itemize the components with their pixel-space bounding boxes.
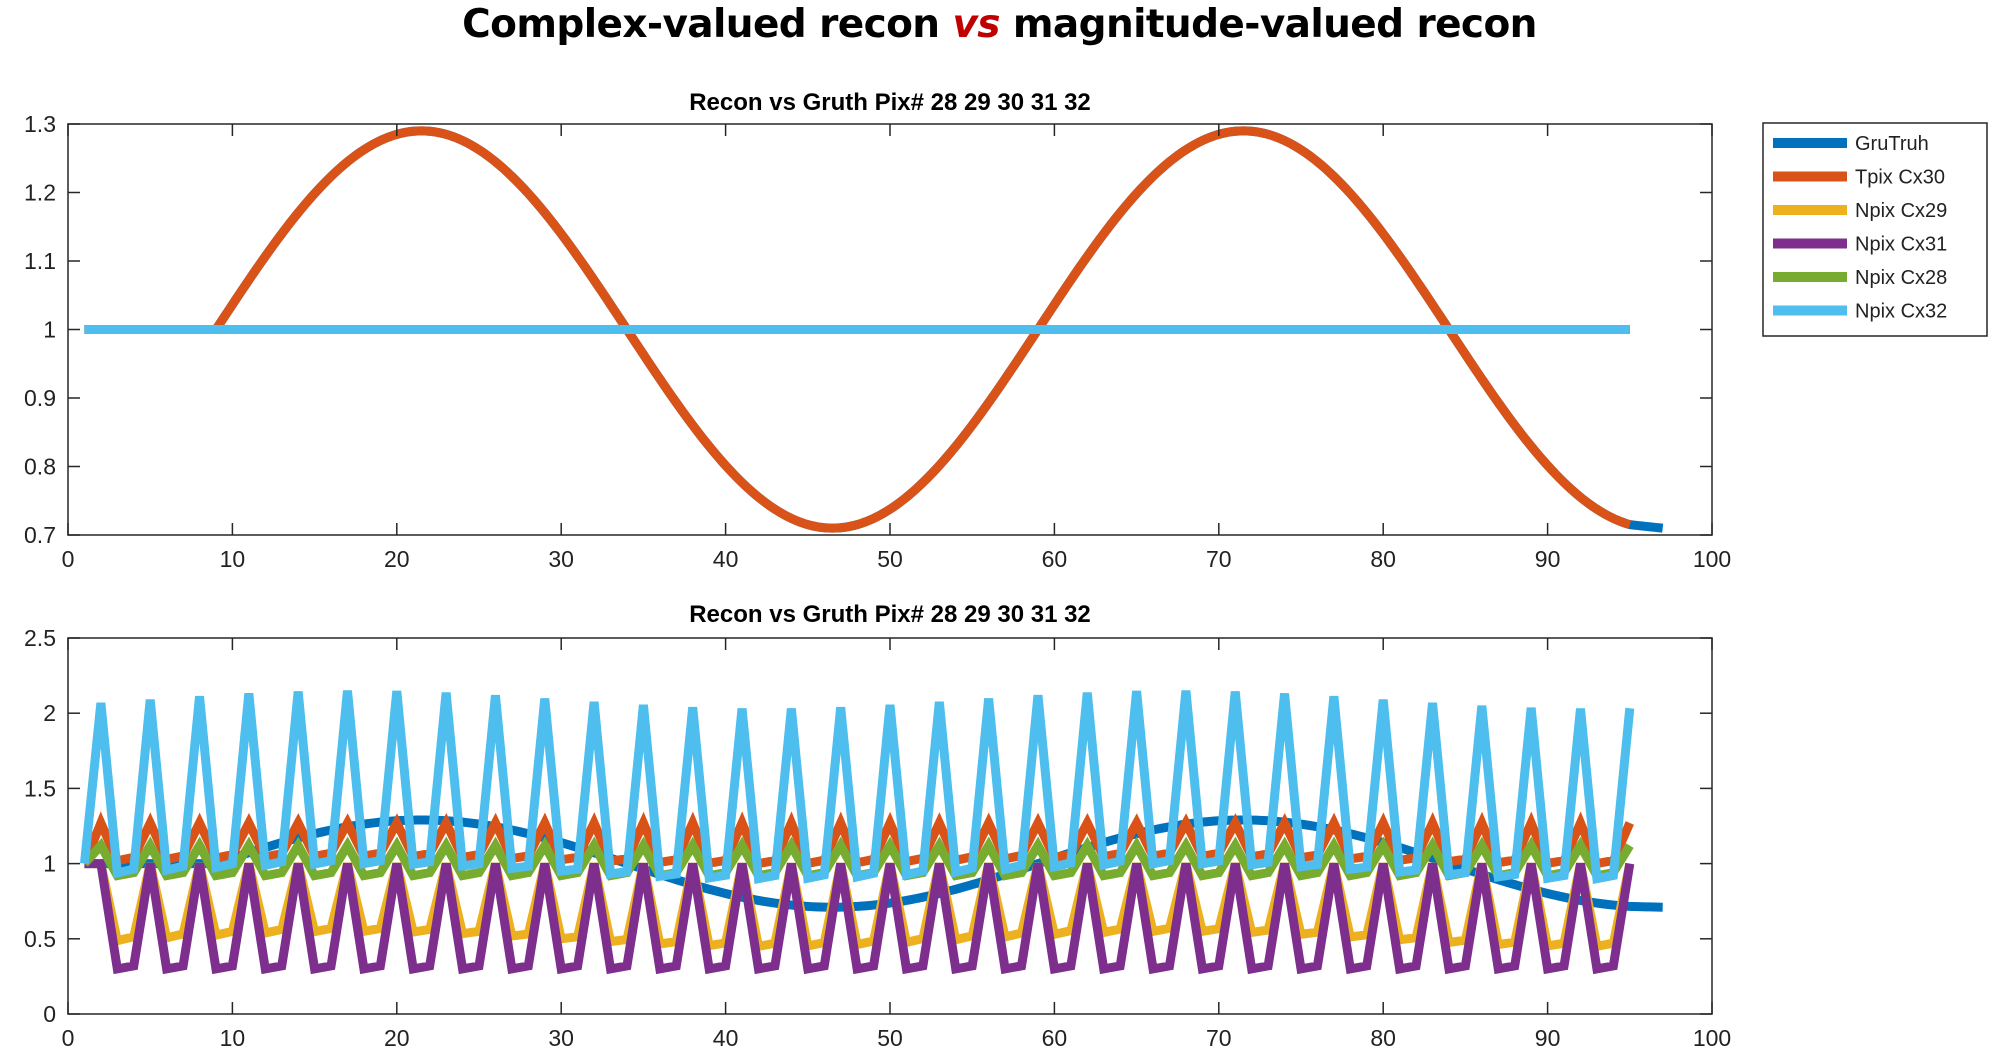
bottom-chart: Recon vs Gruth Pix# 28 29 30 31 320 10 20 3…: [24, 601, 1731, 1051]
figure-title: Complex-valued recon vs magnitude-valued…: [0, 2, 1999, 47]
chart-2-y-tick-label: 0.5: [24, 926, 56, 952]
chart-2-x-tick-label: 100: [1693, 1025, 1731, 1051]
chart-2-y-tick-label: 0: [43, 1001, 56, 1027]
title-part-1: Complex-valued recon: [462, 2, 953, 47]
legend-label-grutruh: GruTruh: [1855, 133, 1929, 155]
chart-1-x-tick-label: 60: [1042, 546, 1068, 572]
chart-1-x-tick-label: 80: [1370, 546, 1396, 572]
chart-2-x-tick-label: 50: [877, 1025, 903, 1051]
chart-2-x-tick-label: 20: [384, 1025, 410, 1051]
chart-2-x-tick-label: 90: [1535, 1025, 1561, 1051]
chart-2-series-npix-cx32: [79, 690, 1635, 884]
chart-1-y-tick-label: 1.2: [24, 180, 56, 206]
chart-1-x-tick-label: 100: [1693, 546, 1731, 572]
chart-2-x-tick-label: 80: [1370, 1025, 1396, 1051]
chart-1-y-tick-label: 0.8: [24, 454, 56, 480]
chart-2-x-tick-label: 40: [713, 1025, 739, 1051]
chart-1-x-tick-label: 40: [713, 546, 739, 572]
chart-1-x-tick-label: 70: [1206, 546, 1232, 572]
chart-1-title: Recon vs Gruth Pix# 28 29 30 31 32: [689, 89, 1091, 116]
title-vs: vs: [952, 2, 1000, 47]
chart-1-series-tpix-cx30: [84, 126, 1632, 533]
legend-label-npix-cx29: Npix Cx29: [1855, 200, 1947, 222]
legend-label-npix-cx28: Npix Cx28: [1855, 267, 1947, 289]
chart-1-x-tick-label: 20: [384, 546, 410, 572]
chart-1-y-tick-label: 0.9: [24, 385, 56, 411]
chart-2-x-tick-label: 0: [62, 1025, 75, 1051]
chart-2-x-tick-label: 30: [548, 1025, 574, 1051]
chart-1-y-tick-label: 1: [43, 317, 56, 343]
legend: GruTruh Tpix Cx30 Npix Cx29 Npix Cx31 Npix C…: [1762, 122, 1988, 337]
legend-label-npix-cx31: Npix Cx31: [1855, 234, 1947, 256]
chart-2-y-tick-label: 2: [43, 700, 56, 726]
chart-1-y-tick-label: 1.3: [24, 111, 56, 137]
chart-2-y-tick-label: 1.5: [24, 775, 56, 801]
legend-box: [1762, 122, 1988, 337]
chart-1-x-tick-label: 10: [220, 546, 246, 572]
chart-2-x-tick-label: 10: [220, 1025, 246, 1051]
chart-1-x-tick-label: 0: [62, 546, 75, 572]
legend-label-npix-cx32: Npix Cx32: [1855, 301, 1947, 323]
chart-2-y-tick-label: 1: [43, 851, 56, 877]
chart-2-series-npix-cx31: [84, 859, 1635, 975]
legend-label-tpix-cx30: Tpix Cx30: [1855, 167, 1945, 189]
chart-2-title: Recon vs Gruth Pix# 28 29 30 31 32: [689, 601, 1091, 628]
chart-1-x-tick-label: 30: [548, 546, 574, 572]
chart-1-x-tick-label: 90: [1535, 546, 1561, 572]
top-chart: Recon vs Gruth Pix# 28 29 30 31 32 0 10 20 3…: [24, 89, 1731, 572]
chart-1-y-tick-label: 1.1: [24, 248, 56, 274]
chart-1-x-tick-label: 50: [877, 546, 903, 572]
chart-1-y-tick-label: 0.7: [24, 522, 56, 548]
title-part-2: magnitude-valued recon: [999, 2, 1538, 47]
chart-2-x-tick-label: 70: [1206, 1025, 1232, 1051]
chart-2-y-tick-label: 2.5: [24, 625, 56, 651]
chart-2-x-tick-label: 60: [1042, 1025, 1068, 1051]
